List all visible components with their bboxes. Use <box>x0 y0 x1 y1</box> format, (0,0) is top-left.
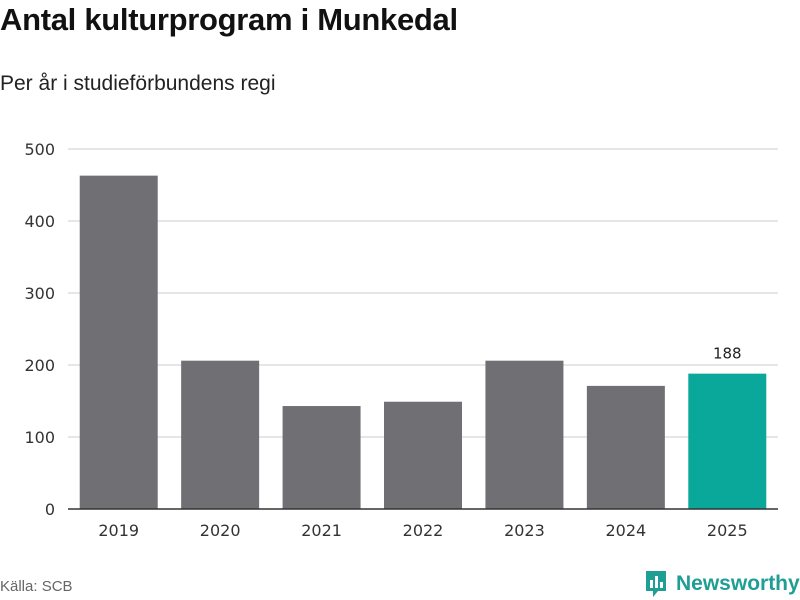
bar-2021 <box>282 406 361 509</box>
bar-2025 <box>688 373 767 509</box>
y-tick-label: 200 <box>24 356 55 375</box>
chart-title: Antal kulturprogram i Munkedal <box>0 2 458 37</box>
brand-name: Newsworthy <box>676 572 800 595</box>
y-tick-label: 0 <box>45 500 55 519</box>
y-tick-label: 300 <box>24 284 55 303</box>
source-note: Källa: SCB <box>0 578 73 595</box>
data-label: 188 <box>713 345 742 363</box>
brand-logo: Newsworthy <box>644 569 800 599</box>
x-tick-label: 2020 <box>200 521 241 540</box>
x-tick-label: 2024 <box>605 521 646 540</box>
chart-subtitle: Per år i studieförbundens regi <box>0 72 276 95</box>
bar-2024 <box>586 385 665 509</box>
bar-2019 <box>79 175 158 509</box>
x-tick-label: 2023 <box>504 521 545 540</box>
newsworthy-logo-icon <box>646 571 666 597</box>
bar-2022 <box>384 401 462 509</box>
y-tick-label: 400 <box>24 212 55 231</box>
y-tick-label: 100 <box>24 428 55 447</box>
bar-2020 <box>181 360 260 509</box>
x-tick-label: 2022 <box>403 521 444 540</box>
x-tick-label: 2021 <box>301 521 342 540</box>
x-tick-label: 2019 <box>98 521 139 540</box>
y-tick-label: 500 <box>24 140 55 159</box>
bar-2023 <box>485 360 564 509</box>
x-tick-label: 2025 <box>707 521 748 540</box>
